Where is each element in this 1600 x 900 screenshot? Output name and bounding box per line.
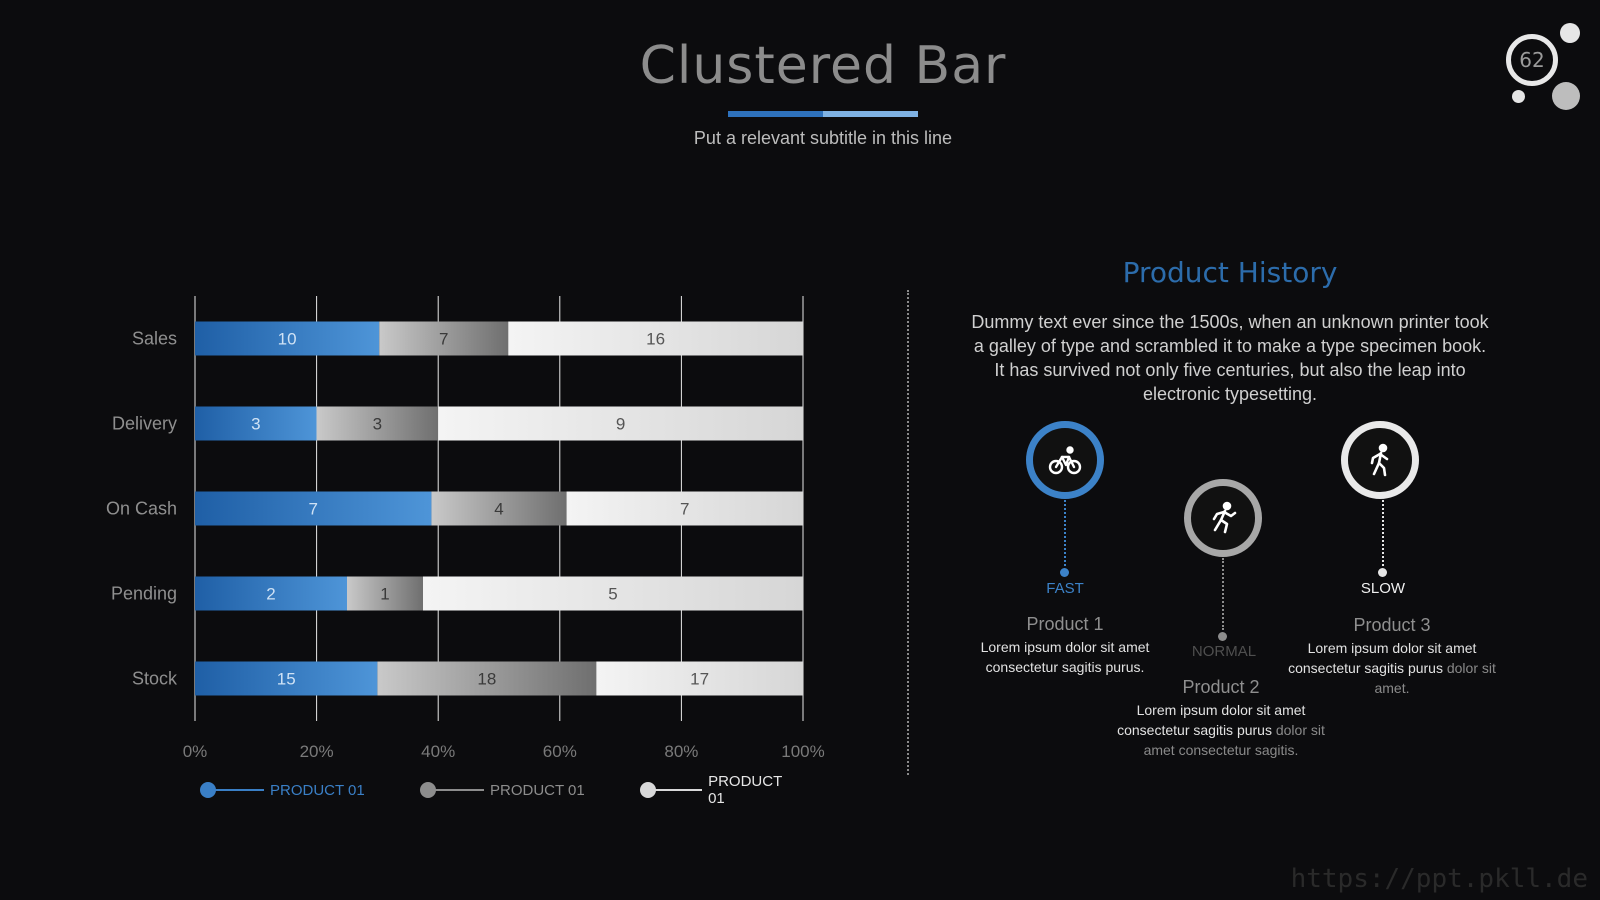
bar-segment bbox=[438, 406, 803, 441]
data-label: 17 bbox=[690, 670, 709, 689]
product-3-description: Lorem ipsum dolor sit amet consectetur s… bbox=[1288, 640, 1496, 696]
data-label: 18 bbox=[477, 670, 496, 689]
data-label: 15 bbox=[277, 670, 296, 689]
connector-dot bbox=[1060, 568, 1069, 577]
data-label: 9 bbox=[616, 415, 625, 434]
product-1-description: Lorem ipsum dolor sit amet consectetur s… bbox=[980, 639, 1150, 675]
running-person-icon bbox=[1184, 479, 1262, 557]
bar-segment bbox=[431, 491, 567, 526]
bar-segment bbox=[195, 661, 378, 696]
legend-item-2: PRODUCT 01 bbox=[420, 775, 585, 805]
bar-segment bbox=[566, 491, 803, 526]
data-label: 5 bbox=[608, 585, 617, 604]
walking-person-icon bbox=[1341, 421, 1419, 499]
data-label: 7 bbox=[308, 500, 317, 519]
bar-segment bbox=[195, 321, 380, 356]
product-2-name: Product 2 bbox=[1182, 677, 1260, 697]
data-label: 4 bbox=[494, 500, 503, 519]
page-title: Clustered Bar bbox=[639, 36, 1007, 96]
category-label: Stock bbox=[132, 669, 178, 689]
data-label: 10 bbox=[278, 330, 297, 349]
legend-marker bbox=[640, 780, 703, 800]
bar-segment bbox=[195, 576, 347, 611]
watermark: https://ppt.pkll.de bbox=[1290, 864, 1588, 894]
decor-dot bbox=[1560, 23, 1580, 43]
product-3-name: Product 3 bbox=[1353, 615, 1431, 635]
legend-label: PRODUCT 01 bbox=[490, 781, 585, 799]
connector-line bbox=[1064, 500, 1066, 566]
vertical-divider bbox=[907, 290, 909, 775]
decor-dot bbox=[1552, 82, 1580, 110]
category-label: Sales bbox=[132, 329, 177, 349]
bar-segment bbox=[596, 661, 803, 696]
page-number-badge: 62 bbox=[1500, 20, 1590, 120]
chart-bars bbox=[195, 321, 803, 696]
x-tick-label: 80% bbox=[664, 742, 698, 761]
data-label: 7 bbox=[680, 500, 689, 519]
bar-segment bbox=[347, 576, 423, 611]
chart-legend: PRODUCT 01 PRODUCT 01 PRODUCT 01 bbox=[200, 773, 800, 807]
data-label: 2 bbox=[266, 585, 275, 604]
bar-segment bbox=[379, 321, 509, 356]
data-label: 3 bbox=[251, 415, 260, 434]
product-history-text: Dummy text ever since the 1500s, when an… bbox=[971, 312, 1489, 404]
underline-light-blue-segment bbox=[823, 111, 918, 117]
x-tick-label: 20% bbox=[300, 742, 334, 761]
chart-labels: 0% 20% 40% 60% 80% 100% Sales 10 7 16 Delivery 3 3 9 O… bbox=[106, 329, 825, 762]
bicycle-icon bbox=[1026, 421, 1104, 499]
x-tick-label: 40% bbox=[421, 742, 455, 761]
data-label: 3 bbox=[373, 415, 382, 434]
bar-segment bbox=[508, 321, 803, 356]
bar-segment bbox=[195, 406, 317, 441]
legend-item-1: PRODUCT 01 bbox=[200, 775, 365, 805]
bar-segment bbox=[377, 661, 597, 696]
connector-dot bbox=[1378, 568, 1387, 577]
product-history-title: Product History bbox=[1122, 256, 1338, 289]
connector-line bbox=[1222, 558, 1224, 630]
title-underline bbox=[728, 111, 918, 117]
legend-marker bbox=[200, 780, 264, 800]
bar-segment bbox=[423, 576, 803, 611]
legend-label: PRODUCT 01 bbox=[708, 773, 782, 807]
page-number: 62 bbox=[1506, 34, 1558, 86]
x-tick-label: 60% bbox=[543, 742, 577, 761]
data-label: 1 bbox=[380, 585, 389, 604]
x-tick-label: 0% bbox=[183, 742, 208, 761]
data-label: 16 bbox=[646, 330, 665, 349]
product-1-name: Product 1 bbox=[1026, 614, 1104, 634]
clustered-bar-chart: 0% 20% 40% 60% 80% 100% Sales 10 7 16 Delivery 3 3 9 O… bbox=[106, 296, 825, 762]
bar-segment bbox=[195, 491, 432, 526]
bar-segment bbox=[316, 406, 439, 441]
speed-label-slow: SLOW bbox=[1360, 580, 1406, 597]
decor-dot bbox=[1512, 90, 1525, 103]
speed-label-fast: FAST bbox=[1046, 580, 1084, 597]
data-label: 7 bbox=[439, 330, 448, 349]
legend-marker bbox=[420, 780, 484, 800]
connector-dot bbox=[1218, 632, 1227, 641]
x-tick-label: 100% bbox=[781, 742, 824, 761]
connector-line bbox=[1382, 500, 1384, 566]
page-subtitle: Put a relevant subtitle in this line bbox=[693, 128, 953, 148]
speed-label-normal: NORMAL bbox=[1191, 643, 1257, 660]
legend-item-3: PRODUCT 01 bbox=[640, 773, 800, 807]
category-label: Delivery bbox=[112, 414, 177, 434]
legend-label: PRODUCT 01 bbox=[270, 781, 365, 799]
underline-blue-segment bbox=[728, 111, 823, 117]
category-label: Pending bbox=[111, 584, 177, 604]
category-label: On Cash bbox=[106, 499, 177, 519]
product-2-description: Lorem ipsum dolor sit amet consectetur s… bbox=[1117, 702, 1325, 758]
